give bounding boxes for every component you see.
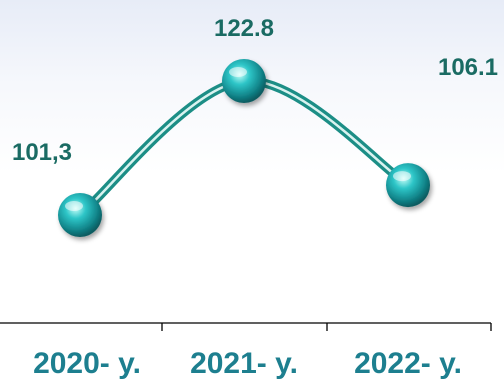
marker-layer [58, 59, 430, 237]
data-label-2: 122.8 [214, 15, 274, 42]
data-point-2 [222, 59, 266, 103]
x-tick-label-3: 2022- y. [354, 347, 462, 380]
data-point-gloss-3 [393, 171, 411, 182]
data-label-3: 106.1 [438, 54, 498, 81]
x-tick-label-2: 2021- y. [190, 347, 298, 380]
data-point-gloss-1 [65, 201, 83, 211]
data-point-3 [386, 163, 430, 208]
data-point-1 [58, 193, 102, 237]
data-point-gloss-2 [229, 67, 247, 77]
x-tick-label-1: 2020- y. [33, 347, 141, 380]
data-label-layer: 101,3 122.8 106.1 [12, 15, 498, 166]
x-axis: 2020- y. 2021- y. 2022- y. [0, 322, 492, 380]
data-label-1: 101,3 [12, 139, 72, 166]
